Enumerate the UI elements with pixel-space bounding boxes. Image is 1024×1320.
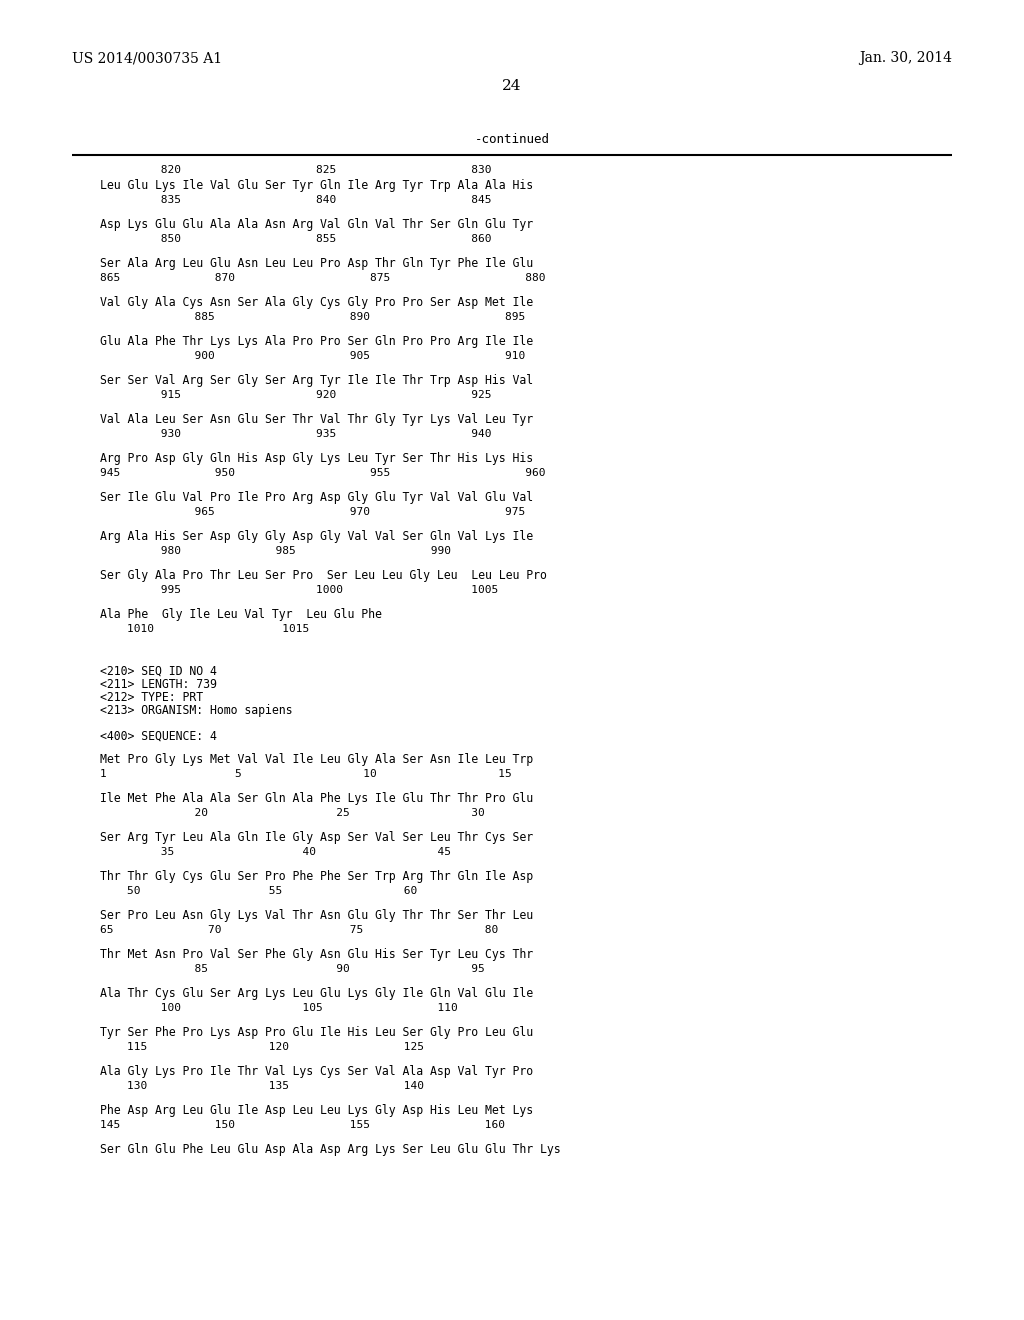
Text: 65              70                   75                  80: 65 70 75 80 — [100, 925, 499, 935]
Text: Val Ala Leu Ser Asn Glu Ser Thr Val Thr Gly Tyr Lys Val Leu Tyr: Val Ala Leu Ser Asn Glu Ser Thr Val Thr … — [100, 413, 534, 426]
Text: Ser Ala Arg Leu Glu Asn Leu Leu Pro Asp Thr Gln Tyr Phe Ile Glu: Ser Ala Arg Leu Glu Asn Leu Leu Pro Asp … — [100, 257, 534, 271]
Text: Ser Ser Val Arg Ser Gly Ser Arg Tyr Ile Ile Thr Trp Asp His Val: Ser Ser Val Arg Ser Gly Ser Arg Tyr Ile … — [100, 374, 534, 387]
Text: Glu Ala Phe Thr Lys Lys Ala Pro Pro Ser Gln Pro Pro Arg Ile Ile: Glu Ala Phe Thr Lys Lys Ala Pro Pro Ser … — [100, 335, 534, 348]
Text: Tyr Ser Phe Pro Lys Asp Pro Glu Ile His Leu Ser Gly Pro Leu Glu: Tyr Ser Phe Pro Lys Asp Pro Glu Ile His … — [100, 1026, 534, 1039]
Text: <213> ORGANISM: Homo sapiens: <213> ORGANISM: Homo sapiens — [100, 704, 293, 717]
Text: 145              150                 155                 160: 145 150 155 160 — [100, 1119, 505, 1130]
Text: Ala Phe  Gly Ile Leu Val Tyr  Leu Glu Phe: Ala Phe Gly Ile Leu Val Tyr Leu Glu Phe — [100, 609, 382, 620]
Text: Met Pro Gly Lys Met Val Val Ile Leu Gly Ala Ser Asn Ile Leu Trp: Met Pro Gly Lys Met Val Val Ile Leu Gly … — [100, 752, 534, 766]
Text: <210> SEQ ID NO 4: <210> SEQ ID NO 4 — [100, 665, 217, 678]
Text: Val Gly Ala Cys Asn Ser Ala Gly Cys Gly Pro Pro Ser Asp Met Ile: Val Gly Ala Cys Asn Ser Ala Gly Cys Gly … — [100, 296, 534, 309]
Text: Thr Thr Gly Cys Glu Ser Pro Phe Phe Ser Trp Arg Thr Gln Ile Asp: Thr Thr Gly Cys Glu Ser Pro Phe Phe Ser … — [100, 870, 534, 883]
Text: 35                   40                  45: 35 40 45 — [100, 847, 451, 857]
Text: 850                    855                    860: 850 855 860 — [100, 234, 492, 244]
Text: 965                    970                    975: 965 970 975 — [100, 507, 525, 517]
Text: 915                    920                    925: 915 920 925 — [100, 389, 492, 400]
Text: 130                  135                 140: 130 135 140 — [100, 1081, 424, 1092]
Text: <211> LENGTH: 739: <211> LENGTH: 739 — [100, 678, 217, 690]
Text: Arg Ala His Ser Asp Gly Gly Asp Gly Val Val Ser Gln Val Lys Ile: Arg Ala His Ser Asp Gly Gly Asp Gly Val … — [100, 531, 534, 543]
Text: Ala Thr Cys Glu Ser Arg Lys Leu Glu Lys Gly Ile Gln Val Glu Ile: Ala Thr Cys Glu Ser Arg Lys Leu Glu Lys … — [100, 987, 534, 1001]
Text: 1                   5                  10                  15: 1 5 10 15 — [100, 770, 512, 779]
Text: 115                  120                 125: 115 120 125 — [100, 1041, 424, 1052]
Text: Arg Pro Asp Gly Gln His Asp Gly Lys Leu Tyr Ser Thr His Lys His: Arg Pro Asp Gly Gln His Asp Gly Lys Leu … — [100, 451, 534, 465]
Text: 50                   55                  60: 50 55 60 — [100, 886, 417, 896]
Text: <400> SEQUENCE: 4: <400> SEQUENCE: 4 — [100, 730, 217, 743]
Text: Jan. 30, 2014: Jan. 30, 2014 — [859, 51, 952, 65]
Text: <212> TYPE: PRT: <212> TYPE: PRT — [100, 690, 203, 704]
Text: 865              870                    875                    880: 865 870 875 880 — [100, 273, 546, 282]
Text: 820                    825                    830: 820 825 830 — [100, 165, 492, 176]
Text: -continued: -continued — [474, 133, 550, 147]
Text: Leu Glu Lys Ile Val Glu Ser Tyr Gln Ile Arg Tyr Trp Ala Ala His: Leu Glu Lys Ile Val Glu Ser Tyr Gln Ile … — [100, 180, 534, 191]
Text: Ser Arg Tyr Leu Ala Gln Ile Gly Asp Ser Val Ser Leu Thr Cys Ser: Ser Arg Tyr Leu Ala Gln Ile Gly Asp Ser … — [100, 832, 534, 843]
Text: 85                   90                  95: 85 90 95 — [100, 964, 484, 974]
Text: 20                   25                  30: 20 25 30 — [100, 808, 484, 818]
Text: US 2014/0030735 A1: US 2014/0030735 A1 — [72, 51, 222, 65]
Text: 24: 24 — [502, 79, 522, 92]
Text: Thr Met Asn Pro Val Ser Phe Gly Asn Glu His Ser Tyr Leu Cys Thr: Thr Met Asn Pro Val Ser Phe Gly Asn Glu … — [100, 948, 534, 961]
Text: Ser Ile Glu Val Pro Ile Pro Arg Asp Gly Glu Tyr Val Val Glu Val: Ser Ile Glu Val Pro Ile Pro Arg Asp Gly … — [100, 491, 534, 504]
Text: 900                    905                    910: 900 905 910 — [100, 351, 525, 360]
Text: 995                    1000                   1005: 995 1000 1005 — [100, 585, 499, 595]
Text: Ser Pro Leu Asn Gly Lys Val Thr Asn Glu Gly Thr Thr Ser Thr Leu: Ser Pro Leu Asn Gly Lys Val Thr Asn Glu … — [100, 909, 534, 921]
Text: 835                    840                    845: 835 840 845 — [100, 195, 492, 205]
Text: 1010                   1015: 1010 1015 — [100, 624, 309, 634]
Text: 885                    890                    895: 885 890 895 — [100, 312, 525, 322]
Text: Asp Lys Glu Glu Ala Ala Asn Arg Val Gln Val Thr Ser Gln Glu Tyr: Asp Lys Glu Glu Ala Ala Asn Arg Val Gln … — [100, 218, 534, 231]
Text: 930                    935                    940: 930 935 940 — [100, 429, 492, 440]
Text: 100                  105                 110: 100 105 110 — [100, 1003, 458, 1012]
Text: 980              985                    990: 980 985 990 — [100, 546, 451, 556]
Text: 945              950                    955                    960: 945 950 955 960 — [100, 469, 546, 478]
Text: Ala Gly Lys Pro Ile Thr Val Lys Cys Ser Val Ala Asp Val Tyr Pro: Ala Gly Lys Pro Ile Thr Val Lys Cys Ser … — [100, 1065, 534, 1078]
Text: Ile Met Phe Ala Ala Ser Gln Ala Phe Lys Ile Glu Thr Thr Pro Glu: Ile Met Phe Ala Ala Ser Gln Ala Phe Lys … — [100, 792, 534, 805]
Text: Phe Asp Arg Leu Glu Ile Asp Leu Leu Lys Gly Asp His Leu Met Lys: Phe Asp Arg Leu Glu Ile Asp Leu Leu Lys … — [100, 1104, 534, 1117]
Text: Ser Gly Ala Pro Thr Leu Ser Pro  Ser Leu Leu Gly Leu  Leu Leu Pro: Ser Gly Ala Pro Thr Leu Ser Pro Ser Leu … — [100, 569, 547, 582]
Text: Ser Gln Glu Phe Leu Glu Asp Ala Asp Arg Lys Ser Leu Glu Glu Thr Lys: Ser Gln Glu Phe Leu Glu Asp Ala Asp Arg … — [100, 1143, 560, 1156]
